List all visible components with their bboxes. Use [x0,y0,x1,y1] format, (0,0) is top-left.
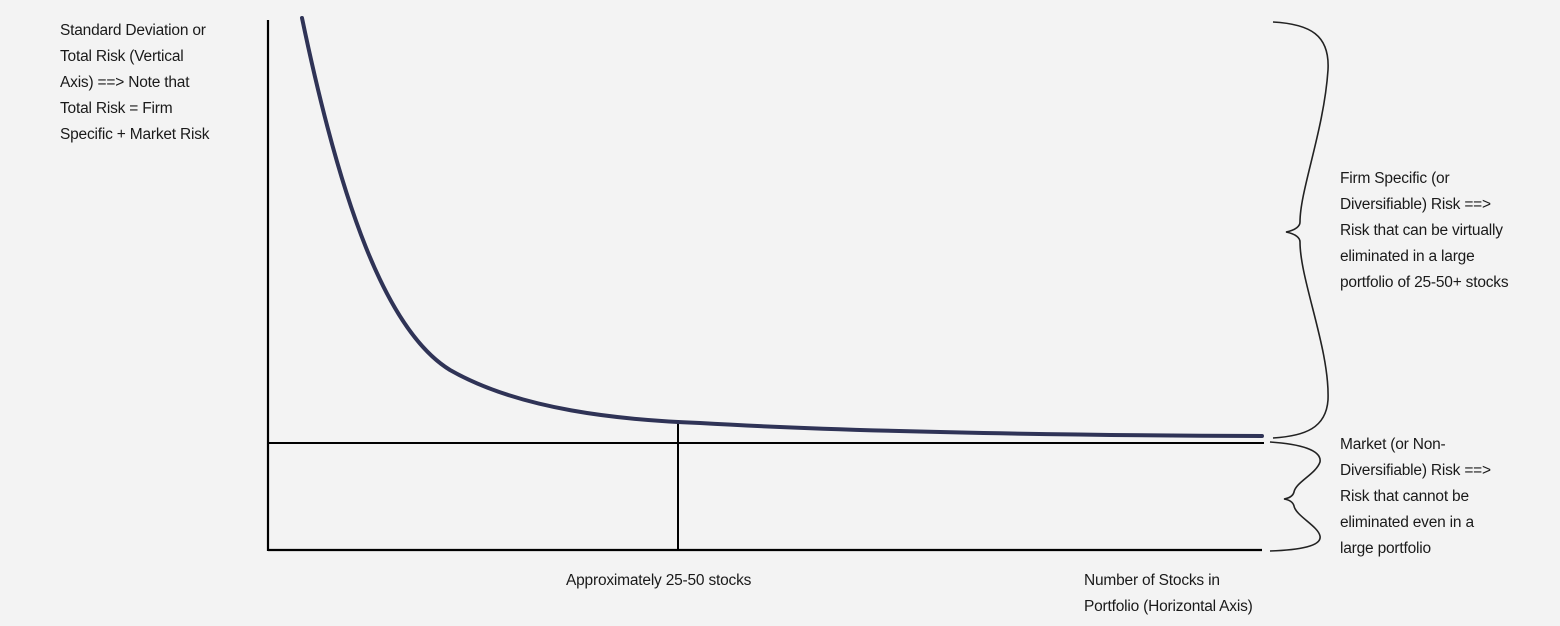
x-axis-label: Number of Stocks in Portfolio (Horizonta… [1084,568,1253,620]
market-annotation-line: Risk that cannot be [1340,488,1469,505]
firm-specific-annotation-line: eliminated in a large [1340,248,1475,265]
market-risk-brace [1269,441,1321,552]
market-annotation-line: large portfolio [1340,540,1431,557]
total-risk-curve [300,16,1264,438]
x-axis-label-line: Portfolio (Horizontal Axis) [1084,598,1253,615]
x-axis-label-line: Number of Stocks in [1084,572,1220,589]
market-annotation-line: Diversifiable) Risk ==> [1340,462,1491,479]
firm-specific-annotation-line: Firm Specific (or [1340,170,1450,187]
stocks-marker-label: Approximately 25-50 stocks [566,572,752,589]
y-axis-label-line: Total Risk = Firm [60,100,173,117]
market-annotation-line: eliminated even in a [1340,514,1474,531]
market-risk-annotation: Market (or Non- Diversifiable) Risk ==> … [1340,432,1491,562]
firm-specific-annotation-line: Diversifiable) Risk ==> [1340,196,1491,213]
market-annotation-line: Market (or Non- [1340,436,1446,453]
firm-specific-annotation-line: portfolio of 25-50+ stocks [1340,274,1509,291]
firm-specific-annotation-line: Risk that can be virtually [1340,222,1503,239]
y-axis-label-line: Total Risk (Vertical [60,48,184,65]
y-axis-label-line: Standard Deviation or [60,22,206,39]
y-axis-label-line: Specific + Market Risk [60,126,210,143]
y-axis-label: Standard Deviation or Total Risk (Vertic… [60,18,210,148]
y-axis-label-line: Axis) ==> Note that [60,74,190,91]
firm-specific-risk-annotation: Firm Specific (or Diversifiable) Risk ==… [1340,166,1509,296]
firm-specific-brace [1272,21,1329,439]
